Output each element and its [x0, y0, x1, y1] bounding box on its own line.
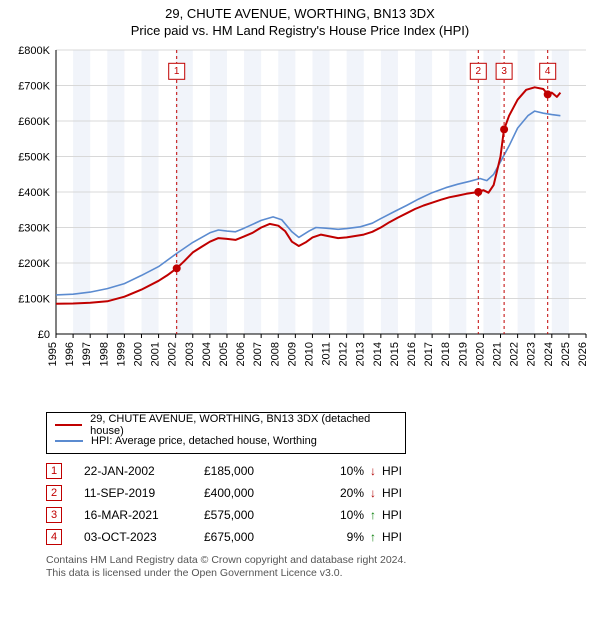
svg-text:2017: 2017: [423, 342, 435, 366]
transaction-marker: 4: [46, 529, 62, 545]
transaction-price: £675,000: [204, 530, 304, 544]
svg-text:2020: 2020: [474, 342, 486, 366]
transaction-row: 3 16-MAR-2021£575,00010%↑HPI: [46, 504, 588, 526]
transaction-date: 22-JAN-2002: [84, 464, 204, 478]
transaction-row: 4 03-OCT-2023£675,0009%↑HPI: [46, 526, 588, 548]
svg-text:£700K: £700K: [18, 80, 50, 92]
svg-text:1996: 1996: [64, 342, 76, 366]
svg-text:£500K: £500K: [18, 151, 50, 163]
transaction-delta: 10%: [304, 464, 364, 478]
svg-text:1: 1: [174, 66, 180, 77]
transaction-table: 122-JAN-2002£185,00010%↓HPI211-SEP-2019£…: [46, 460, 588, 548]
svg-text:1995: 1995: [47, 342, 59, 366]
legend-swatch: [55, 440, 83, 442]
svg-text:£0: £0: [38, 329, 50, 341]
svg-text:2014: 2014: [372, 342, 384, 366]
legend-label: HPI: Average price, detached house, Wort…: [91, 435, 317, 447]
svg-text:2004: 2004: [201, 342, 213, 366]
attribution-footer: Contains HM Land Registry data © Crown c…: [46, 554, 588, 581]
svg-text:2023: 2023: [526, 342, 538, 366]
transaction-delta: 20%: [304, 486, 364, 500]
svg-text:£400K: £400K: [18, 187, 50, 199]
arrow-icon: ↓: [364, 486, 382, 500]
arrow-icon: ↑: [364, 530, 382, 544]
svg-text:2: 2: [476, 66, 482, 77]
title-line-2: Price paid vs. HM Land Registry's House …: [8, 23, 592, 40]
svg-text:£100K: £100K: [18, 293, 50, 305]
svg-text:4: 4: [545, 66, 551, 77]
transaction-marker: 3: [46, 507, 62, 523]
transaction-price: £575,000: [204, 508, 304, 522]
svg-text:2021: 2021: [492, 342, 504, 366]
svg-text:2022: 2022: [509, 342, 521, 366]
arrow-icon: ↓: [364, 464, 382, 478]
svg-text:£300K: £300K: [18, 222, 50, 234]
svg-text:2018: 2018: [440, 342, 452, 366]
svg-text:2012: 2012: [338, 342, 350, 366]
chart-title-block: 29, CHUTE AVENUE, WORTHING, BN13 3DX Pri…: [8, 6, 592, 40]
svg-text:2005: 2005: [218, 342, 230, 366]
arrow-icon: ↑: [364, 508, 382, 522]
svg-text:2003: 2003: [184, 342, 196, 366]
svg-text:2025: 2025: [560, 342, 572, 366]
svg-text:2013: 2013: [355, 342, 367, 366]
svg-text:2009: 2009: [286, 342, 298, 366]
legend-label: 29, CHUTE AVENUE, WORTHING, BN13 3DX (de…: [90, 413, 397, 437]
svg-text:£800K: £800K: [18, 45, 50, 57]
transaction-ref: HPI: [382, 486, 422, 500]
footer-line: Contains HM Land Registry data © Crown c…: [46, 554, 588, 568]
svg-text:1999: 1999: [115, 342, 127, 366]
transaction-ref: HPI: [382, 508, 422, 522]
legend-row: 29, CHUTE AVENUE, WORTHING, BN13 3DX (de…: [55, 417, 397, 433]
svg-text:2000: 2000: [132, 342, 144, 366]
svg-text:2026: 2026: [577, 342, 589, 366]
legend-swatch: [55, 424, 82, 426]
transaction-date: 11-SEP-2019: [84, 486, 204, 500]
svg-text:2016: 2016: [406, 342, 418, 366]
transaction-delta: 9%: [304, 530, 364, 544]
transaction-date: 03-OCT-2023: [84, 530, 204, 544]
transaction-date: 16-MAR-2021: [84, 508, 204, 522]
transaction-row: 2 11-SEP-2019£400,00020%↓HPI: [46, 482, 588, 504]
transaction-marker: 2: [46, 485, 62, 501]
price-chart: £0 £100K £200K £300K £400K £500K £600K £700K £80…: [8, 44, 592, 404]
svg-text:1998: 1998: [98, 342, 110, 366]
svg-text:2001: 2001: [150, 342, 162, 366]
footer-line: This data is licensed under the Open Gov…: [46, 567, 588, 581]
svg-text:2002: 2002: [167, 342, 179, 366]
transaction-marker: 1: [46, 463, 62, 479]
svg-text:2006: 2006: [235, 342, 247, 366]
svg-text:2011: 2011: [321, 342, 333, 366]
svg-text:1997: 1997: [81, 342, 93, 366]
svg-text:£600K: £600K: [18, 116, 50, 128]
transaction-ref: HPI: [382, 464, 422, 478]
svg-text:2010: 2010: [303, 342, 315, 366]
svg-text:2015: 2015: [389, 342, 401, 366]
legend: 29, CHUTE AVENUE, WORTHING, BN13 3DX (de…: [46, 412, 406, 454]
transaction-row: 1 22-JAN-2002£185,00010%↓HPI: [46, 460, 588, 482]
svg-text:£200K: £200K: [18, 258, 50, 270]
transaction-price: £185,000: [204, 464, 304, 478]
svg-text:3: 3: [501, 66, 507, 77]
svg-text:2024: 2024: [543, 342, 555, 366]
transaction-delta: 10%: [304, 508, 364, 522]
title-line-1: 29, CHUTE AVENUE, WORTHING, BN13 3DX: [8, 6, 592, 23]
svg-text:2007: 2007: [252, 342, 264, 366]
svg-text:2019: 2019: [457, 342, 469, 366]
transaction-ref: HPI: [382, 530, 422, 544]
transaction-price: £400,000: [204, 486, 304, 500]
svg-text:2008: 2008: [269, 342, 281, 366]
